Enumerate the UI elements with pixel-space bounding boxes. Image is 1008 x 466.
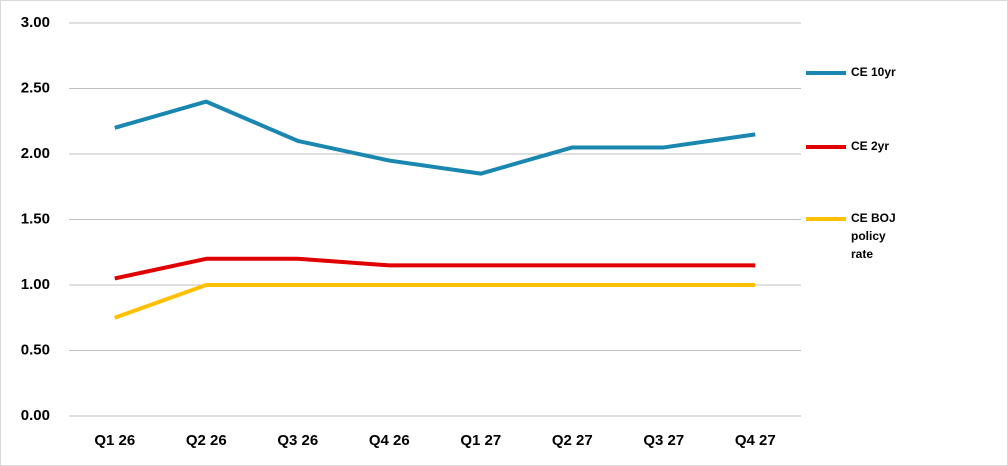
legend-label: CE 10yr — [851, 65, 896, 79]
x-tick-label: Q1 27 — [460, 432, 501, 449]
x-tick-label: Q1 26 — [94, 432, 135, 449]
x-tick-label: Q3 27 — [643, 432, 684, 449]
x-tick-label: Q4 26 — [369, 432, 410, 449]
x-tick-label: Q4 27 — [735, 432, 776, 449]
y-tick-label: 1.50 — [21, 210, 50, 227]
series-line — [114, 283, 756, 320]
legend-label: CE BOJ policy rate — [851, 211, 896, 261]
x-tick-label: Q2 27 — [552, 432, 593, 449]
y-tick-label: 0.50 — [21, 341, 50, 358]
x-tick-label: Q2 26 — [186, 432, 227, 449]
legend-label: CE 2yr — [851, 139, 890, 153]
y-tick-label: 3.00 — [21, 14, 50, 31]
y-tick-label: 0.00 — [21, 407, 50, 424]
x-tick-label: Q3 26 — [277, 432, 318, 449]
series-line — [114, 99, 756, 176]
y-tick-label: 2.50 — [21, 79, 50, 96]
series-line — [114, 256, 756, 281]
y-tick-label: 1.00 — [21, 276, 50, 293]
y-tick-label: 2.00 — [21, 145, 50, 162]
